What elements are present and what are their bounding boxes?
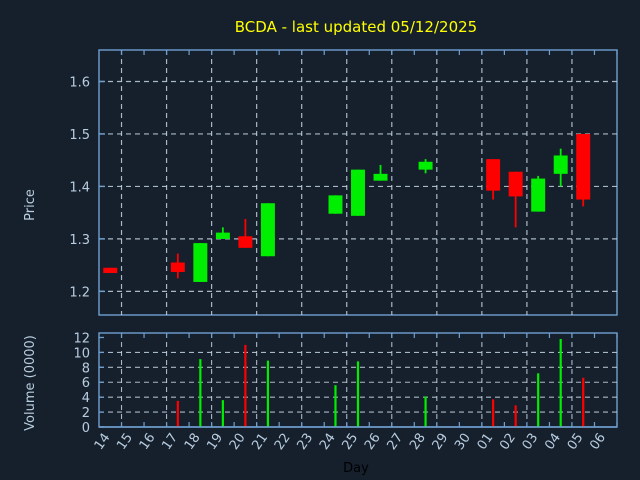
volume-tick-label: 12 (73, 331, 90, 346)
volume-tick-label: 6 (82, 376, 90, 391)
price-tick-label: 1.3 (69, 233, 90, 248)
candle-body (215, 232, 230, 239)
day-axis-label: Day (343, 461, 369, 476)
price-panel: 1.2 1.3 1.4 1.5 1.6 (69, 49, 618, 316)
candle-body (373, 173, 388, 181)
candlestick (576, 133, 591, 207)
candlestick (193, 243, 208, 282)
candle-body (531, 178, 546, 212)
candle-body (193, 243, 208, 282)
candlestick (170, 253, 185, 279)
volume-tick-label: 0 (82, 421, 90, 436)
candle-body (553, 155, 568, 174)
candle-body (260, 203, 275, 257)
price-tick-label: 1.4 (69, 180, 90, 195)
candlestick (418, 159, 433, 174)
candlestick (486, 159, 501, 200)
candlestick (328, 195, 343, 214)
price-tick-label: 1.5 (69, 128, 90, 143)
candle-body (508, 171, 523, 197)
candle-body (103, 267, 118, 274)
candle-body (486, 159, 501, 191)
price-axis-label: Price (23, 189, 38, 221)
candlestick (215, 227, 230, 239)
candlestick (373, 164, 388, 181)
volume-tick-label: 8 (82, 361, 90, 376)
volume-tick-label: 4 (82, 391, 90, 406)
candle-body (328, 195, 343, 214)
candlestick (531, 175, 546, 212)
candle-body (238, 236, 253, 248)
candlestick (238, 218, 253, 248)
volume-tick-label: 10 (73, 346, 90, 361)
price-plot-border (98, 49, 618, 316)
volume-axis-label: Volume (0000) (23, 335, 38, 431)
candle-body (170, 262, 185, 272)
candle-body (576, 133, 591, 200)
candle-body (418, 161, 433, 170)
price-tick-label: 1.6 (69, 75, 90, 90)
candlestick (351, 169, 365, 216)
price-tick-label: 1.2 (69, 285, 90, 300)
candlestick (508, 171, 523, 228)
day-axis: 14 15 16 17 18 19 20 21 22 23 24 25 26 27 28 29 30 01 02 03… (92, 426, 617, 453)
candle-body (351, 169, 365, 216)
candlestick (260, 203, 275, 257)
candlestick (103, 267, 118, 274)
chart-title: BCDA - last updated 05/12/2025 (235, 18, 477, 36)
volume-tick-label: 2 (82, 406, 90, 421)
candlestick (553, 148, 568, 187)
